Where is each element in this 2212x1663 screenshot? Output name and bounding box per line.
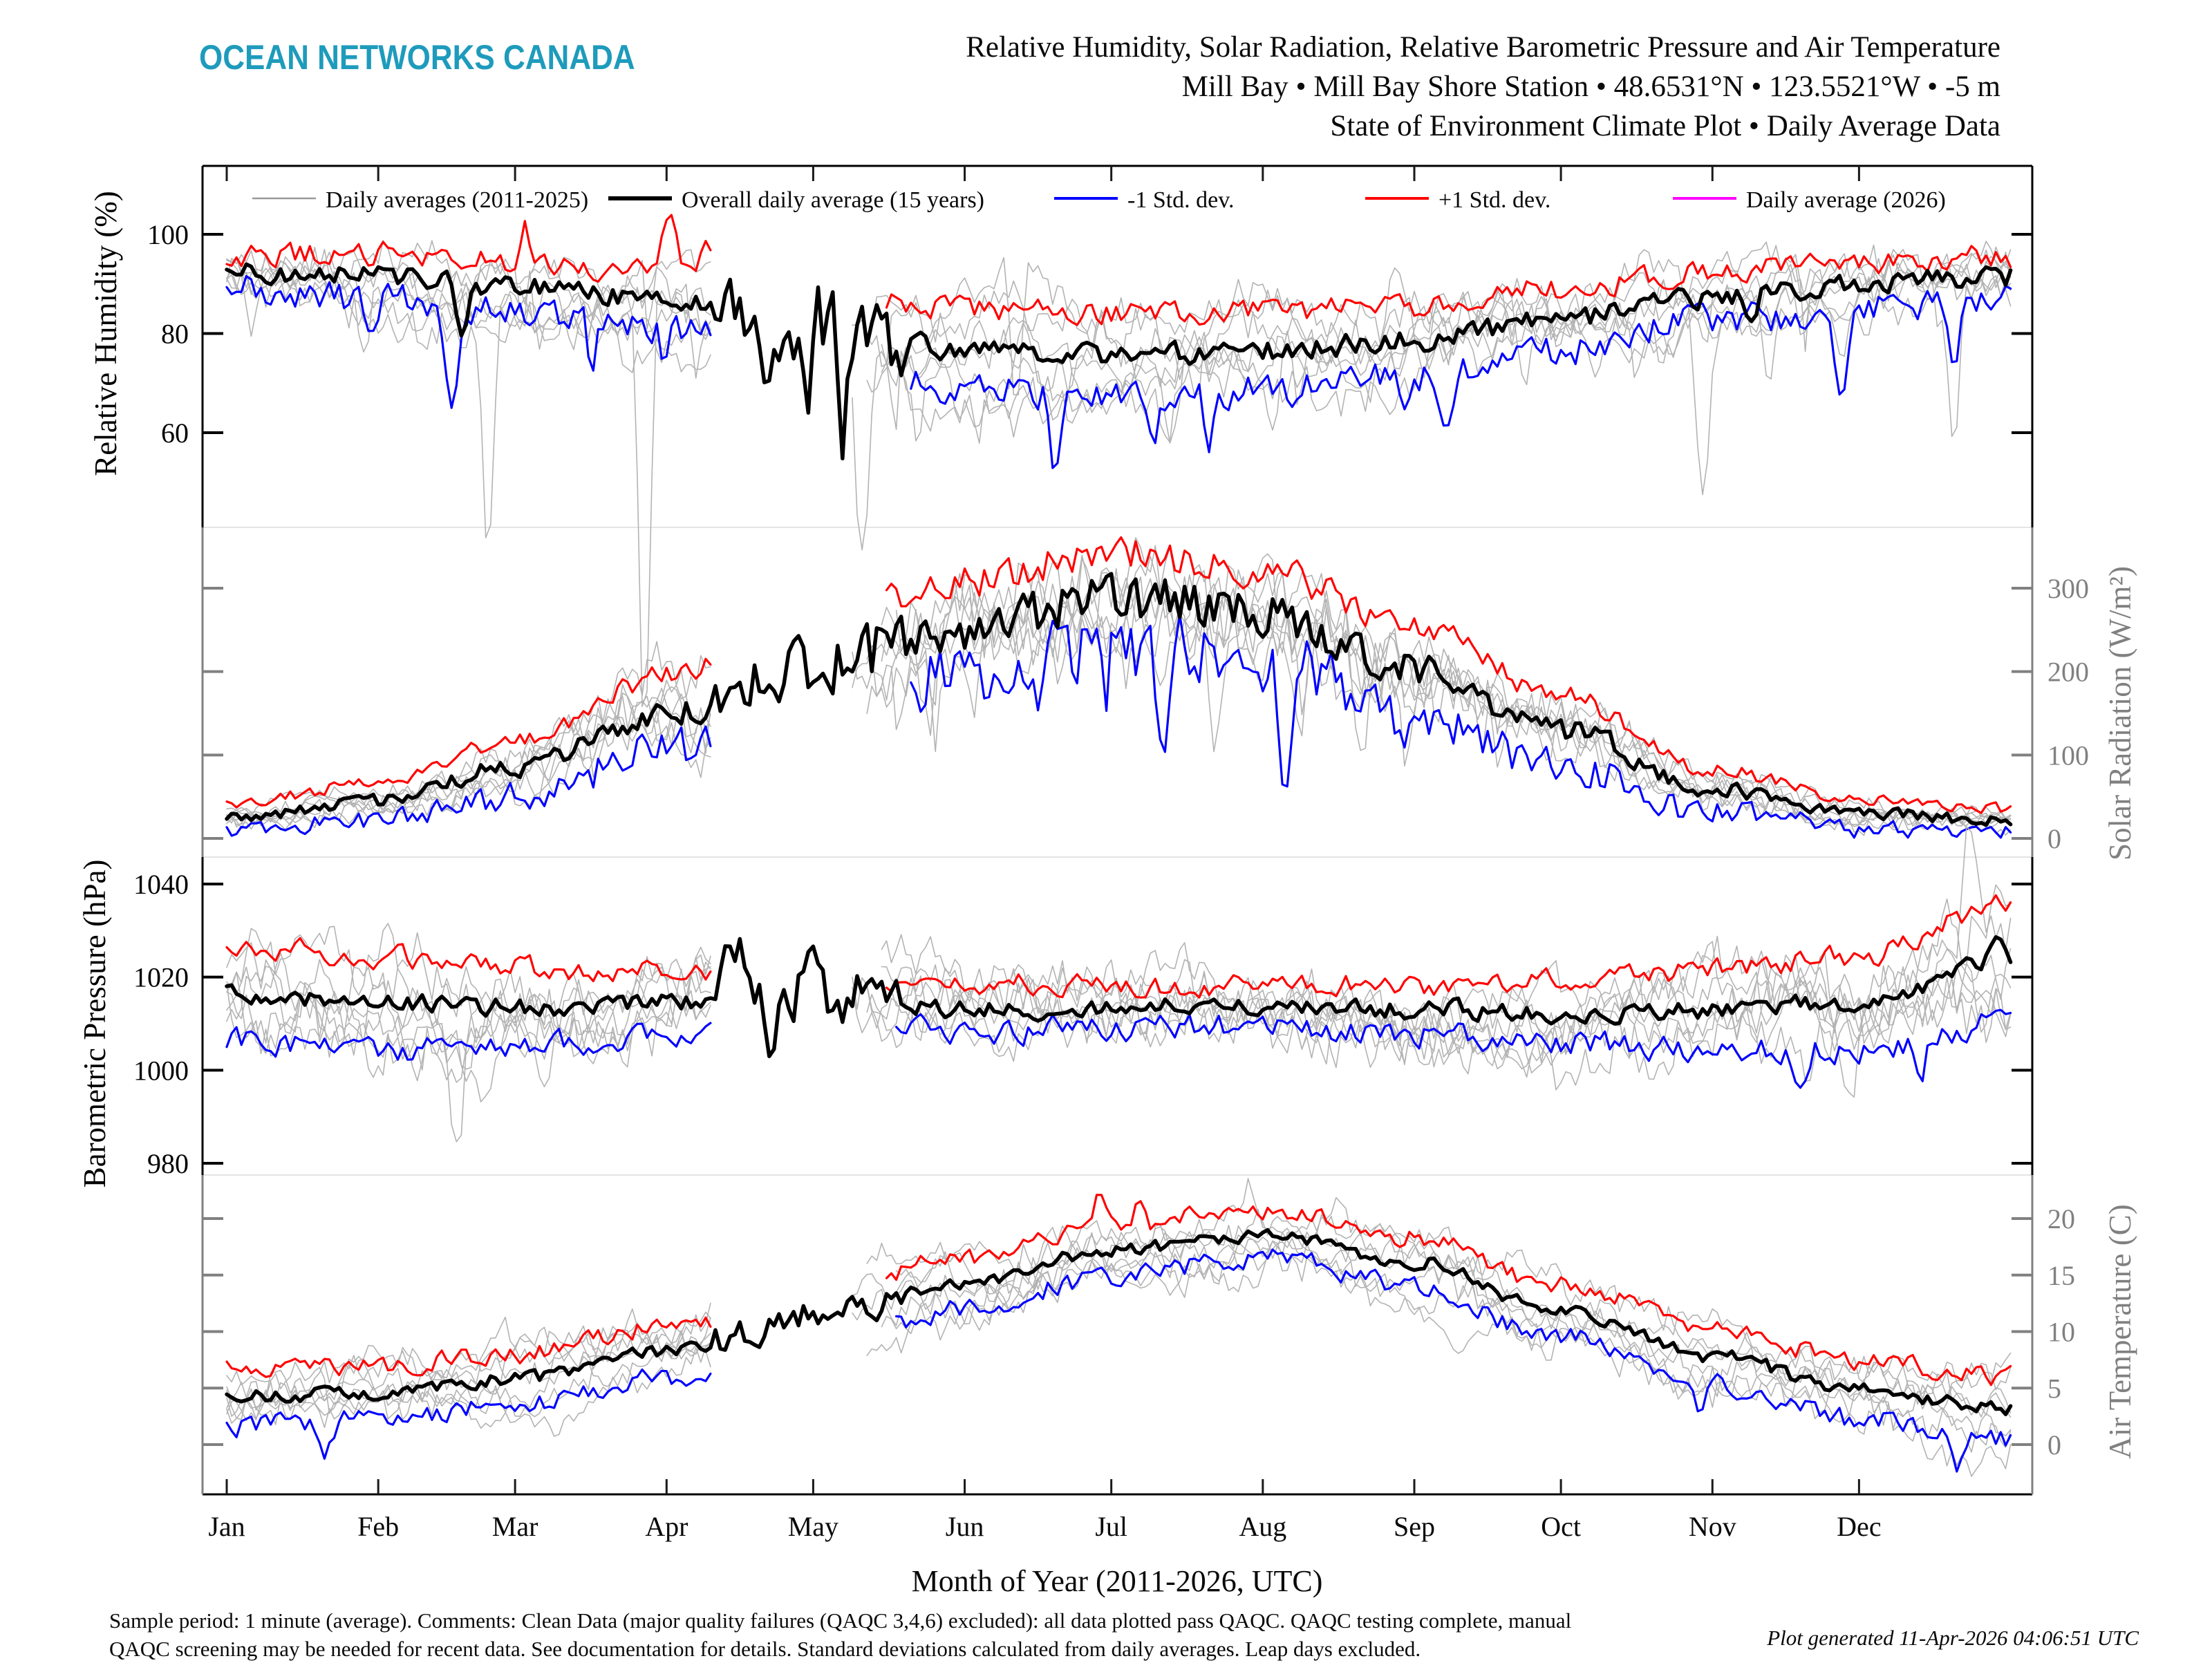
series-relative-humidity-year-5	[226, 241, 2012, 442]
month-label-Dec: Dec	[1837, 1511, 1881, 1542]
series-air-temperature-year-5	[226, 1237, 2012, 1414]
ytick-label-barometric-pressure-1000: 1000	[133, 1055, 189, 1086]
ytick-label-solar-radiation-0: 0	[2047, 823, 2061, 854]
month-label-Apr: Apr	[645, 1511, 688, 1542]
month-label-Nov: Nov	[1689, 1511, 1736, 1542]
series-relative-humidity-minus1std	[225, 274, 2012, 469]
ytick-label-solar-radiation-200: 200	[2047, 657, 2089, 688]
footer-line-2: QAQC screening may be needed for recent …	[109, 1637, 1421, 1661]
series-barometric-pressure-minus1std	[225, 1008, 2012, 1089]
series-solar-radiation-overall-average	[225, 572, 2013, 827]
ytick-label-relative-humidity-100: 100	[147, 219, 189, 250]
series-group	[225, 214, 2013, 1477]
series-air-temperature-year-6	[226, 1196, 2012, 1440]
ytick-label-barometric-pressure-980: 980	[147, 1148, 189, 1179]
ytick-label-relative-humidity-80: 80	[161, 319, 189, 350]
ytick-label-barometric-pressure-1040: 1040	[133, 869, 189, 900]
series-relative-humidity-plus1std	[225, 214, 2012, 326]
month-label-Mar: Mar	[492, 1511, 538, 1542]
ytick-label-air-temperature-10: 10	[2047, 1317, 2075, 1348]
title-line-2: Mill Bay • Mill Bay Shore Station • 48.6…	[1181, 71, 2000, 103]
series-air-temperature-plus1std	[225, 1194, 2012, 1387]
series-solar-radiation-year-3	[226, 583, 2012, 831]
y-axis-title-relative-humidity: Relative Humidity (%)	[88, 191, 123, 476]
legend-label-1: Overall daily average (15 years)	[682, 187, 984, 213]
month-label-Jun: Jun	[946, 1511, 984, 1542]
month-label-Oct: Oct	[1541, 1511, 1581, 1542]
plot-generated-timestamp: Plot generated 11-Apr-2026 04:06:51 UTC	[1767, 1626, 2139, 1650]
ytick-label-air-temperature-15: 15	[2047, 1260, 2075, 1291]
series-relative-humidity-year-2	[226, 249, 2012, 496]
title-line-3: State of Environment Climate Plot • Dail…	[1330, 110, 2000, 142]
series-barometric-pressure-year-5	[226, 935, 2012, 1070]
series-solar-radiation-plus1std	[225, 536, 2012, 814]
y-axis-title-solar-radiation: Solar Radiation (W/m²)	[2103, 566, 2137, 861]
legend-label-3: +1 Std. dev.	[1438, 187, 1550, 213]
series-air-temperature-minus1std	[225, 1248, 2012, 1473]
month-label-Sep: Sep	[1394, 1511, 1435, 1542]
series-relative-humidity-overall-average	[225, 262, 2013, 461]
legend-label-4: Daily average (2026)	[1746, 187, 1946, 213]
ytick-label-air-temperature-0: 0	[2047, 1429, 2061, 1460]
series-barometric-pressure-year-6	[226, 934, 2012, 1078]
footer-line-1: Sample period: 1 minute (average). Comme…	[109, 1608, 1572, 1633]
month-label-Jan: Jan	[208, 1511, 245, 1542]
series-solar-radiation-year-4	[226, 556, 2012, 836]
series-relative-humidity-year-4	[226, 249, 2012, 395]
legend-label-2: -1 Std. dev.	[1127, 187, 1235, 213]
ytick-label-solar-radiation-300: 300	[2047, 573, 2089, 604]
title-line-1: Relative Humidity, Solar Radiation, Rela…	[966, 31, 2000, 64]
ytick-label-barometric-pressure-1020: 1020	[133, 962, 189, 993]
ytick-label-air-temperature-20: 20	[2047, 1203, 2075, 1234]
series-solar-radiation-year-6	[226, 561, 2012, 830]
onc-logo: OCEAN NETWORKS CANADA	[199, 38, 635, 77]
y-axis-title-barometric-pressure: Barometric Pressure (hPa)	[77, 860, 112, 1188]
footer-comments: Sample period: 1 minute (average). Comme…	[109, 1606, 1571, 1663]
ytick-label-relative-humidity-60: 60	[161, 417, 189, 449]
series-relative-humidity-year-6	[226, 246, 2012, 443]
ytick-label-solar-radiation-100: 100	[2047, 740, 2089, 771]
series-barometric-pressure-plus1std	[225, 894, 2012, 999]
plot-title: Relative Humidity, Solar Radiation, Rela…	[966, 28, 2000, 146]
series-solar-radiation-minus1std	[225, 613, 2012, 839]
month-label-Feb: Feb	[357, 1511, 399, 1542]
month-label-May: May	[788, 1511, 838, 1542]
y-axis-title-air-temperature: Air Temperature (C)	[2103, 1204, 2137, 1458]
series-air-temperature-overall-average	[225, 1228, 2013, 1416]
x-axis-title: Month of Year (2011-2026, UTC)	[912, 1564, 1323, 1598]
month-label-Aug: Aug	[1239, 1511, 1286, 1542]
series-air-temperature-year-4	[226, 1219, 2012, 1453]
series-barometric-pressure-overall-average	[225, 934, 2013, 1058]
ytick-label-air-temperature-5: 5	[2047, 1373, 2061, 1404]
legend-label-0: Daily averages (2011-2025)	[326, 187, 588, 213]
month-label-Jul: Jul	[1095, 1511, 1127, 1542]
